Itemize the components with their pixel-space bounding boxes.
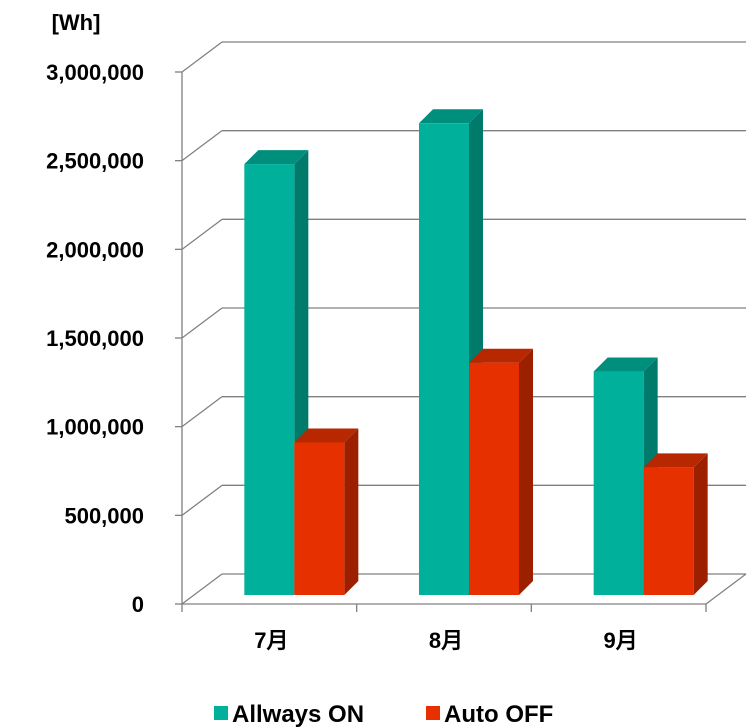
bar-allways-on — [419, 109, 483, 595]
bar-front — [244, 164, 295, 595]
legend-swatch — [426, 706, 440, 720]
x-axis-ticks: 7月 8月 9月 — [254, 628, 638, 653]
bar-auto-off — [643, 453, 708, 595]
chart-axes — [175, 71, 747, 612]
y-tick-label: 2,000,000 — [46, 237, 144, 262]
bar-front — [419, 123, 469, 595]
legend-swatch — [214, 706, 228, 720]
x-tick-label: 7月 — [254, 628, 288, 653]
chart-bars — [244, 109, 708, 595]
gridline-depth — [181, 396, 223, 428]
gridline-depth — [181, 573, 223, 605]
x-tick-label: 9月 — [604, 628, 638, 653]
y-tick-label: 0 — [132, 592, 144, 617]
chart-legend: Allways ON Auto OFF — [214, 701, 553, 727]
y-axis-ticks: 0 500,000 1,000,000 1,500,000 2,000,000 2,500… — [46, 60, 144, 617]
gridline-depth — [181, 307, 223, 339]
bar-auto-off — [469, 348, 533, 595]
gridline-depth — [181, 218, 223, 250]
gridline-depth — [181, 130, 223, 162]
legend-label: Allways ON — [232, 701, 364, 727]
bar-auto-off — [294, 428, 359, 595]
y-tick-label: 1,500,000 — [46, 326, 144, 351]
bar-top — [593, 357, 658, 372]
bar-side — [693, 453, 708, 595]
y-tick-label: 500,000 — [64, 503, 144, 528]
bar-top — [419, 109, 483, 124]
bar-top — [294, 428, 359, 443]
floor-right-edge — [705, 573, 747, 605]
bar-front — [294, 442, 345, 595]
gridline-depth — [181, 484, 223, 516]
bar-front — [469, 362, 519, 595]
bar-top — [643, 453, 708, 468]
y-tick-label: 2,500,000 — [46, 149, 144, 174]
bar-top — [244, 150, 309, 165]
legend-label: Auto OFF — [444, 701, 553, 727]
bar-front — [593, 371, 644, 595]
y-tick-label: 3,000,000 — [46, 60, 144, 85]
y-tick-label: 1,000,000 — [46, 415, 144, 440]
bar-side — [344, 428, 359, 595]
y-axis-unit-label: [Wh] — [52, 10, 101, 35]
bar-top — [469, 348, 533, 363]
bar-front — [643, 467, 694, 595]
bar-side — [519, 348, 533, 595]
gridline-depth — [181, 41, 223, 73]
x-tick-label: 8月 — [429, 628, 463, 653]
